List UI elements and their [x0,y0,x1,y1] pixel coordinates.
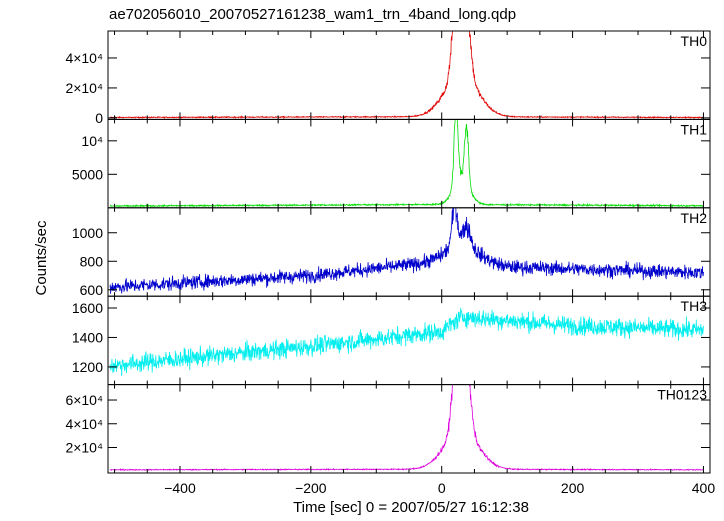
panel-frame [107,207,711,297]
panel-frame [107,30,711,120]
panel-frame [107,295,711,386]
y-tick-label: 1600 [72,300,103,316]
x-tick-label: 0 [438,480,446,496]
y-tick-label: 1200 [72,359,103,375]
panel-frame [107,384,711,474]
panel-th2: 600 800 1000 TH2 [72,207,711,298]
panel-th3: 1200 1400 1600 TH3 [72,295,711,386]
panels: 0 2×10⁴ 4×10⁴ TH0 5000 10⁴ TH1 600 800 1000 TH2 120… [65,30,716,496]
series-line-th3 [109,307,704,377]
series-line-th1 [109,119,704,208]
y-tick-label: 4×10⁴ [65,50,103,66]
chart-title: ae702056010_20070527161238_wam1_trn_4ban… [109,6,516,23]
y-tick-label: 1000 [72,225,103,241]
x-tick-label: −200 [295,480,327,496]
series-line-th0 [109,31,704,120]
panel-label: TH0 [681,33,708,49]
y-tick-label: 2×10⁴ [65,439,103,455]
y-tick-label: 600 [80,282,104,298]
panel-frame [107,118,711,209]
panel-th1: 5000 10⁴ TH1 [72,118,711,209]
series-line-th0123 [109,384,704,472]
y-tick-label: 10⁴ [81,133,103,149]
x-tick-label: −400 [164,480,196,496]
y-tick-label: 6×10⁴ [65,392,103,408]
y-axis-label: Counts/sec [33,220,50,296]
panel-label: TH2 [681,210,708,226]
series-line-th2 [109,207,704,294]
y-tick-label: 1400 [72,329,103,345]
x-tick-label: 200 [561,480,585,496]
panel-label: TH3 [681,298,708,314]
y-tick-label: 0 [95,110,103,126]
y-tick-label: 4×10⁴ [65,416,103,432]
x-axis-label: Time [sec] 0 = 2007/05/27 16:12:38 [293,499,529,516]
y-tick-label: 5000 [72,166,103,182]
panel-th0123: 2×10⁴ 4×10⁴ 6×10⁴ TH0123 [65,384,711,474]
panel-label: TH1 [681,121,708,137]
x-tick-label: 400 [692,480,716,496]
y-tick-label: 2×10⁴ [65,80,103,96]
y-tick-label: 800 [80,253,104,269]
panel-label: TH0123 [657,387,707,403]
